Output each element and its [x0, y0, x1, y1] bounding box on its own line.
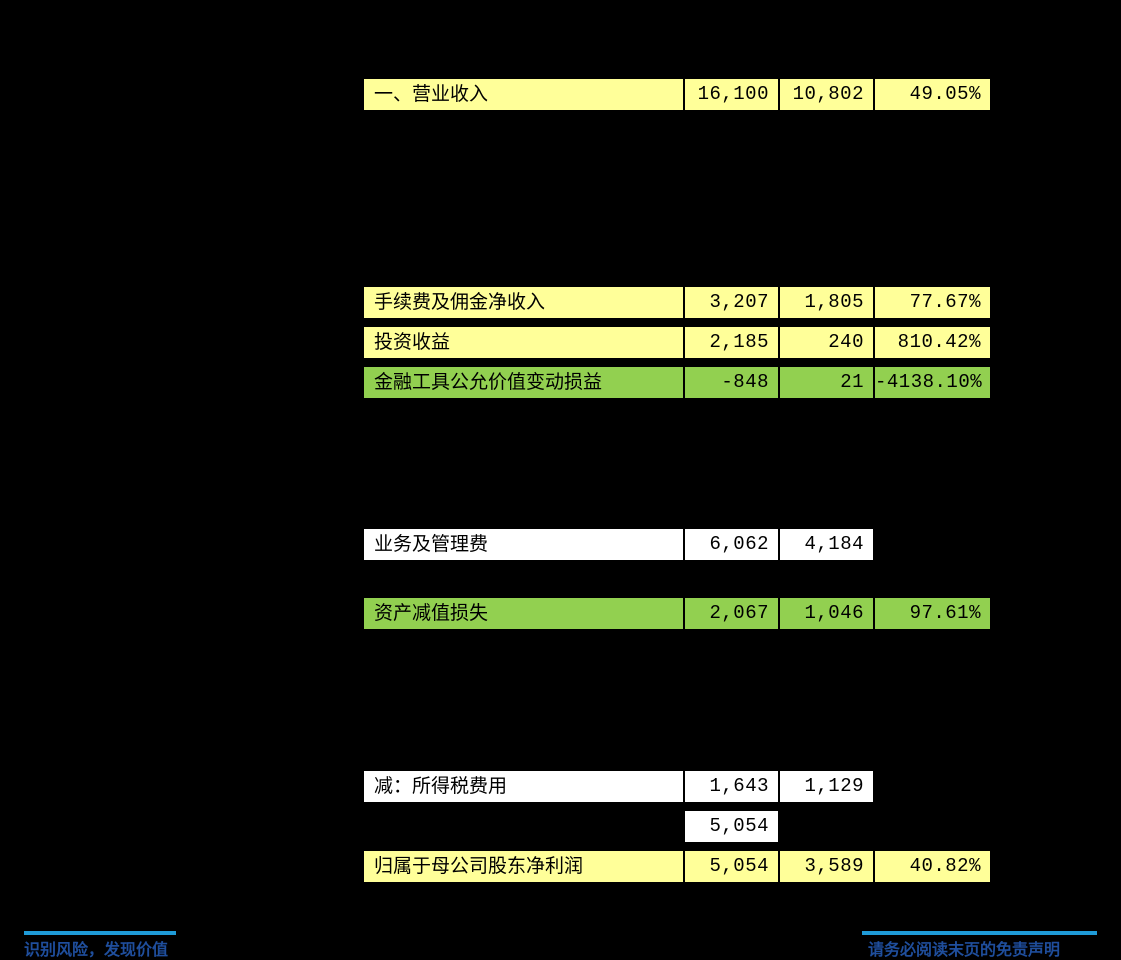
- row-change-percent-cell: -4138.10%: [874, 366, 991, 399]
- row-prior-value-cell: 1,046: [779, 597, 874, 630]
- table-row: 归属于母公司股东净利润 5,054 3,589 40.82%: [363, 850, 991, 883]
- row-gap: [363, 359, 991, 366]
- row-gap: [363, 843, 991, 850]
- row-current-value-cell: 16,100: [684, 78, 779, 111]
- row-current-value-cell: 5,054: [684, 850, 779, 883]
- row-current-value-cell: 2,185: [684, 326, 779, 359]
- table-row: 减：所得税费用 1,643 1,129: [363, 770, 991, 803]
- table-block-expenses: 业务及管理费 6,062 4,184: [363, 528, 991, 561]
- row-change-percent-cell: 97.61%: [874, 597, 991, 630]
- row-change-percent-cell: [874, 810, 991, 843]
- row-label-cell: 归属于母公司股东净利润: [363, 850, 684, 883]
- row-label-cell: 金融工具公允价值变动损益: [363, 366, 684, 399]
- row-prior-value-cell: 21: [779, 366, 874, 399]
- row-gap: [363, 319, 991, 326]
- row-current-value-cell: 2,067: [684, 597, 779, 630]
- table-row: 一、营业收入 16,100 10,802 49.05%: [363, 78, 991, 111]
- row-prior-value-cell: 1,805: [779, 286, 874, 319]
- footer-rule-left: [24, 931, 176, 935]
- row-label-cell: 资产减值损失: [363, 597, 684, 630]
- row-current-value-cell: -848: [684, 366, 779, 399]
- row-change-percent-cell: 810.42%: [874, 326, 991, 359]
- table-row: 手续费及佣金净收入 3,207 1,805 77.67%: [363, 286, 991, 319]
- row-prior-value-cell: 1,129: [779, 770, 874, 803]
- row-label-cell: 一、营业收入: [363, 78, 684, 111]
- row-change-percent-cell: 40.82%: [874, 850, 991, 883]
- table-row: 金融工具公允价值变动损益 -848 21 -4138.10%: [363, 366, 991, 399]
- table-block-impairment: 资产减值损失 2,067 1,046 97.61%: [363, 597, 991, 630]
- row-label-cell: 业务及管理费: [363, 528, 684, 561]
- row-change-percent-cell: 77.67%: [874, 286, 991, 319]
- row-current-value-cell: 6,062: [684, 528, 779, 561]
- row-current-value-cell: 3,207: [684, 286, 779, 319]
- table-block-revenue: 一、营业收入 16,100 10,802 49.05%: [363, 78, 991, 111]
- row-label-cell: 投资收益: [363, 326, 684, 359]
- row-label-cell: 减：所得税费用: [363, 770, 684, 803]
- row-prior-value-cell: 10,802: [779, 78, 874, 111]
- row-change-percent-cell: [874, 770, 991, 803]
- row-gap: [363, 803, 991, 810]
- table-row: 5,054: [363, 810, 991, 843]
- row-current-value-cell: 1,643: [684, 770, 779, 803]
- table-row: 投资收益 2,185 240 810.42%: [363, 326, 991, 359]
- row-change-percent-cell: 49.05%: [874, 78, 991, 111]
- row-label-cell: 手续费及佣金净收入: [363, 286, 684, 319]
- row-change-percent-cell: [874, 528, 991, 561]
- table-block-income-items: 手续费及佣金净收入 3,207 1,805 77.67% 投资收益 2,185 240 810…: [363, 286, 991, 399]
- table-row: 资产减值损失 2,067 1,046 97.61%: [363, 597, 991, 630]
- table-row: 业务及管理费 6,062 4,184: [363, 528, 991, 561]
- row-label-cell: [363, 810, 684, 843]
- footer-disclaimer-right: 请务必阅读末页的免责声明: [868, 942, 1061, 959]
- row-prior-value-cell: 240: [779, 326, 874, 359]
- row-prior-value-cell: 3,589: [779, 850, 874, 883]
- row-current-value-cell: 5,054: [684, 810, 779, 843]
- row-prior-value-cell: [779, 810, 874, 843]
- row-prior-value-cell: 4,184: [779, 528, 874, 561]
- footer-slogan-left: 识别风险，发现价值: [24, 942, 169, 959]
- footer-rule-right: [862, 931, 1097, 935]
- table-block-profit: 减：所得税费用 1,643 1,129 5,054 归属于母公司股东净利润 5,054 3,…: [363, 770, 991, 883]
